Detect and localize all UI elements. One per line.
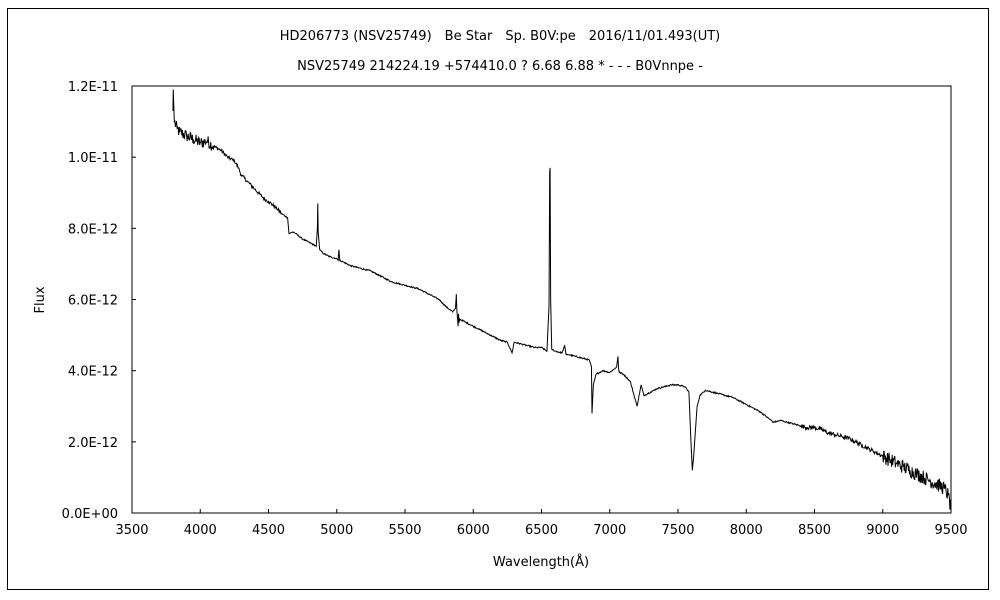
x-tick-label: 3500	[115, 523, 148, 538]
y-tick-label: 8.0E-12	[68, 222, 118, 237]
x-tick-label: 8500	[798, 523, 831, 538]
x-tick-label: 4500	[252, 523, 285, 538]
x-tick-label: 9500	[934, 523, 967, 538]
spectrum-line	[172, 89, 952, 510]
chart-title: HD206773 (NSV25749) Be Star Sp. B0V:pe 2…	[280, 29, 721, 44]
y-tick-label: 6.0E-12	[68, 294, 118, 309]
x-tick-label: 7500	[661, 523, 694, 538]
x-tick-label: 5000	[320, 523, 353, 538]
plot-area	[131, 85, 952, 514]
y-axis: 0.0E+00 2.0E-12 4.0E-12 6.0E-12 8.0E-12 1.0E-…	[62, 80, 136, 522]
x-tick-label: 5500	[388, 523, 421, 538]
x-tick-label: 4000	[184, 523, 217, 538]
x-tick-label: 8000	[730, 523, 763, 538]
x-axis-label: Wavelength(Å)	[493, 554, 589, 570]
y-axis-label: Flux	[33, 286, 48, 313]
y-tick-label: 1.0E-11	[68, 151, 118, 166]
y-tick-label: 1.2E-11	[68, 80, 118, 95]
y-tick-label: 0.0E+00	[62, 507, 118, 522]
x-axis: 3500 4000 4500 5000 5500 6000 6500 7000 7500 8000…	[115, 509, 968, 538]
y-tick-label: 2.0E-12	[68, 436, 118, 451]
x-tick-label: 9000	[866, 523, 899, 538]
x-tick-label: 7000	[593, 523, 626, 538]
chart-subtitle: NSV25749 214224.19 +574410.0 ? 6.68 6.88…	[297, 59, 703, 74]
x-tick-label: 6000	[457, 523, 490, 538]
y-tick-label: 4.0E-12	[68, 365, 118, 380]
x-tick-label: 6500	[525, 523, 558, 538]
